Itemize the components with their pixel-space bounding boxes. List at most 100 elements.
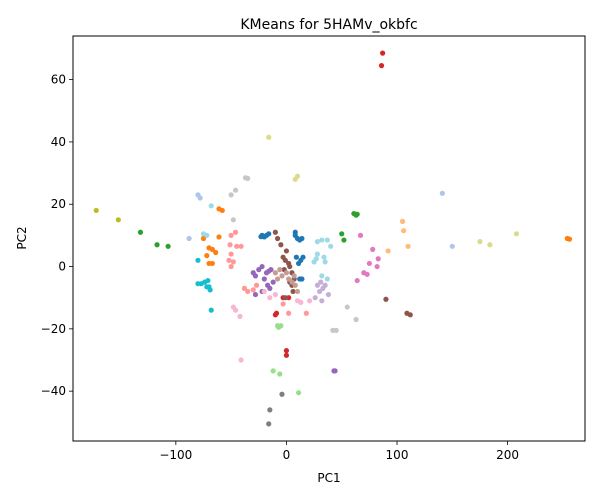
x-tick-label: −100: [159, 448, 192, 462]
point-cluster-12-2: [375, 256, 381, 262]
point-cluster-4-6: [341, 237, 347, 243]
point-cluster-9-7: [319, 298, 325, 304]
point-cluster-15-1: [245, 175, 251, 181]
point-cluster-19-2: [204, 232, 210, 238]
point-cluster-7-5: [238, 243, 244, 249]
point-cluster-18-7: [206, 284, 212, 290]
point-cluster-9-5: [325, 291, 332, 298]
point-cluster-13-7: [298, 299, 304, 305]
point-cluster-5-2: [278, 323, 284, 329]
point-cluster-12-7: [354, 277, 360, 284]
point-cluster-7-15: [303, 310, 309, 316]
point-cluster-0-12: [300, 254, 306, 260]
point-cluster-10-0: [272, 229, 278, 235]
point-cluster-19-0: [208, 203, 214, 209]
point-cluster-7-3: [228, 251, 234, 257]
point-cluster-1-3: [439, 190, 445, 196]
y-tick-label: 60: [51, 73, 66, 87]
point-cluster-12-4: [364, 271, 370, 277]
point-cluster-0-9: [292, 229, 298, 235]
point-cluster-17-5: [513, 231, 520, 237]
point-cluster-19-8: [328, 243, 334, 249]
y-tick-label: 20: [51, 197, 66, 211]
point-cluster-2-3: [213, 249, 219, 256]
point-cluster-7-9: [241, 285, 247, 291]
y-tick-label: 0: [58, 260, 66, 274]
point-cluster-15-2: [232, 187, 239, 193]
point-cluster-13-1: [232, 307, 239, 313]
point-cluster-3-0: [399, 218, 406, 224]
y-axis: −40 −20 0 20 40 60: [41, 73, 73, 398]
point-cluster-7-2: [227, 242, 233, 248]
point-cluster-19-6: [319, 237, 325, 243]
point-cluster-0-8: [299, 235, 305, 242]
point-cluster-19-4: [313, 256, 319, 262]
point-cluster-12-6: [374, 263, 380, 270]
point-cluster-14-0: [267, 407, 273, 413]
point-cluster-8-14: [332, 368, 338, 374]
point-cluster-6-1: [378, 63, 385, 69]
point-cluster-10-1: [274, 235, 281, 242]
point-cluster-7-12: [253, 282, 260, 288]
point-cluster-19-12: [319, 273, 325, 279]
point-cluster-0-4: [258, 234, 264, 240]
point-cluster-11-2: [279, 273, 285, 279]
points-layer: [93, 50, 573, 427]
point-cluster-9-4: [322, 282, 328, 288]
x-tick-label: 100: [386, 448, 409, 462]
point-cluster-0-13: [295, 260, 302, 267]
point-cluster-13-9: [238, 357, 244, 363]
y-axis-title: PC2: [15, 226, 29, 249]
point-cluster-9-3: [317, 288, 323, 295]
point-cluster-13-4: [267, 295, 273, 301]
point-cluster-2-9: [219, 207, 225, 214]
point-cluster-10-5: [283, 248, 290, 254]
point-cluster-14-2: [279, 391, 285, 397]
point-cluster-2-6: [206, 260, 212, 267]
point-cluster-19-7: [324, 237, 330, 243]
x-tick-label: 0: [283, 448, 291, 462]
point-cluster-0-3: [266, 231, 272, 237]
point-cluster-4-1: [154, 242, 160, 248]
point-cluster-7-8: [230, 259, 236, 265]
point-cluster-14-1: [266, 421, 272, 427]
x-tick-label: 200: [496, 448, 519, 462]
point-cluster-19-11: [322, 259, 328, 265]
point-cluster-11-8: [291, 273, 297, 279]
point-cluster-7-4: [234, 243, 240, 249]
point-cluster-11-1: [274, 276, 281, 282]
point-cluster-2-4: [204, 253, 210, 259]
point-cluster-8-1: [252, 273, 259, 279]
point-cluster-0-15: [299, 276, 305, 282]
chart-title: KMeans for 5HAMv_okbfc: [240, 17, 417, 33]
point-cluster-11-9: [277, 267, 283, 273]
x-axis-title: PC1: [317, 471, 340, 485]
point-cluster-18-0: [195, 257, 201, 263]
point-cluster-9-0: [314, 282, 320, 288]
point-cluster-9-6: [312, 295, 318, 301]
point-cluster-2-2: [209, 246, 215, 252]
point-cluster-7-14: [286, 310, 292, 316]
point-cluster-6-0: [380, 50, 386, 56]
point-cluster-11-3: [283, 270, 290, 276]
point-cluster-11-5: [289, 279, 295, 285]
point-cluster-8-9: [270, 279, 276, 285]
point-cluster-8-2: [256, 267, 262, 273]
point-cluster-13-3: [261, 288, 267, 295]
point-cluster-7-13: [280, 301, 286, 307]
point-cluster-18-8: [208, 307, 214, 313]
point-cluster-8-3: [259, 263, 265, 270]
plot-frame: [72, 35, 586, 442]
y-tick-label: −40: [41, 384, 66, 398]
point-cluster-10-15: [383, 296, 389, 302]
point-cluster-6-6: [283, 348, 290, 354]
point-cluster-13-8: [307, 298, 313, 304]
point-cluster-8-6: [261, 276, 267, 282]
point-cluster-7-1: [232, 229, 239, 235]
point-cluster-1-4: [449, 243, 455, 249]
point-cluster-7-11: [250, 287, 256, 293]
point-cluster-19-10: [321, 254, 327, 260]
point-cluster-8-11: [252, 291, 259, 298]
